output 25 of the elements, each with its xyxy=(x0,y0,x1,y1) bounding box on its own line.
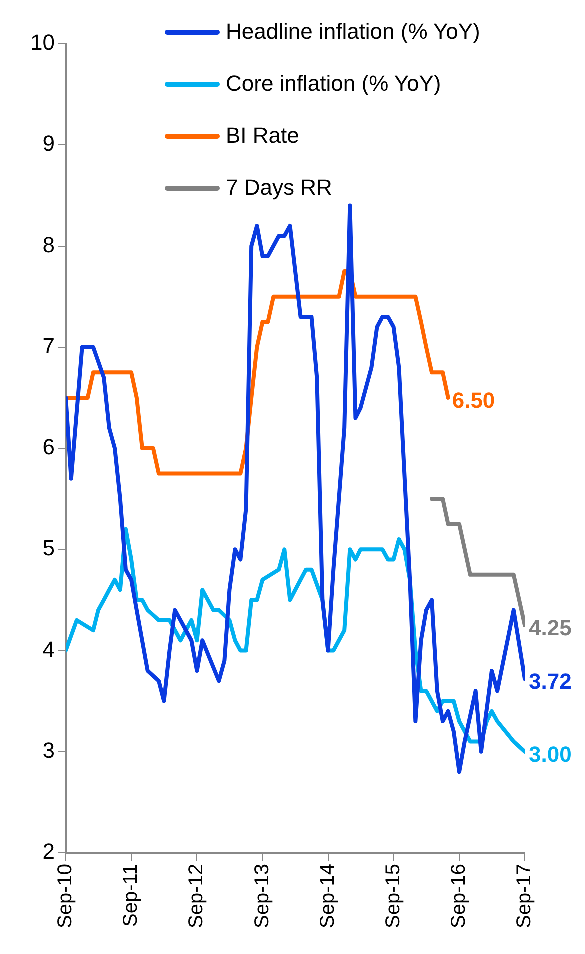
y-tick-label: 10 xyxy=(30,30,55,56)
y-tick-label: 6 xyxy=(42,434,55,460)
x-tick-label: Sep-14 xyxy=(316,864,339,928)
x-tick-label: Sep-15 xyxy=(382,864,404,928)
x-tick-label: Sep-11 xyxy=(120,864,142,928)
y-tick-label: 5 xyxy=(42,536,55,561)
legend-label: 7 Days RR xyxy=(226,175,332,201)
x-tick-label: Sep-12 xyxy=(186,864,208,928)
x-tick-label: Sep-16 xyxy=(448,864,470,928)
data-label: 3.00 xyxy=(529,742,572,767)
legend-label: BI Rate xyxy=(226,123,300,149)
data-label: 4.25 xyxy=(529,616,572,641)
y-tick-label: 7 xyxy=(42,333,55,358)
y-tick-label: 2 xyxy=(42,839,55,864)
y-tick-label: 8 xyxy=(42,232,55,258)
x-tick-label: Sep-13 xyxy=(251,864,274,928)
data-label: 3.72 xyxy=(529,669,572,694)
data-label: 6.50 xyxy=(452,388,496,413)
x-tick-label: Sep-10 xyxy=(54,864,77,928)
y-tick-label: 4 xyxy=(42,636,55,662)
legend-label: Headline inflation (% YoY) xyxy=(226,19,480,45)
y-tick-label: 9 xyxy=(42,131,55,156)
x-tick-label: Sep-17 xyxy=(514,864,536,928)
legend-label: Core inflation (% YoY) xyxy=(226,71,442,97)
y-tick-label: 3 xyxy=(42,738,55,763)
